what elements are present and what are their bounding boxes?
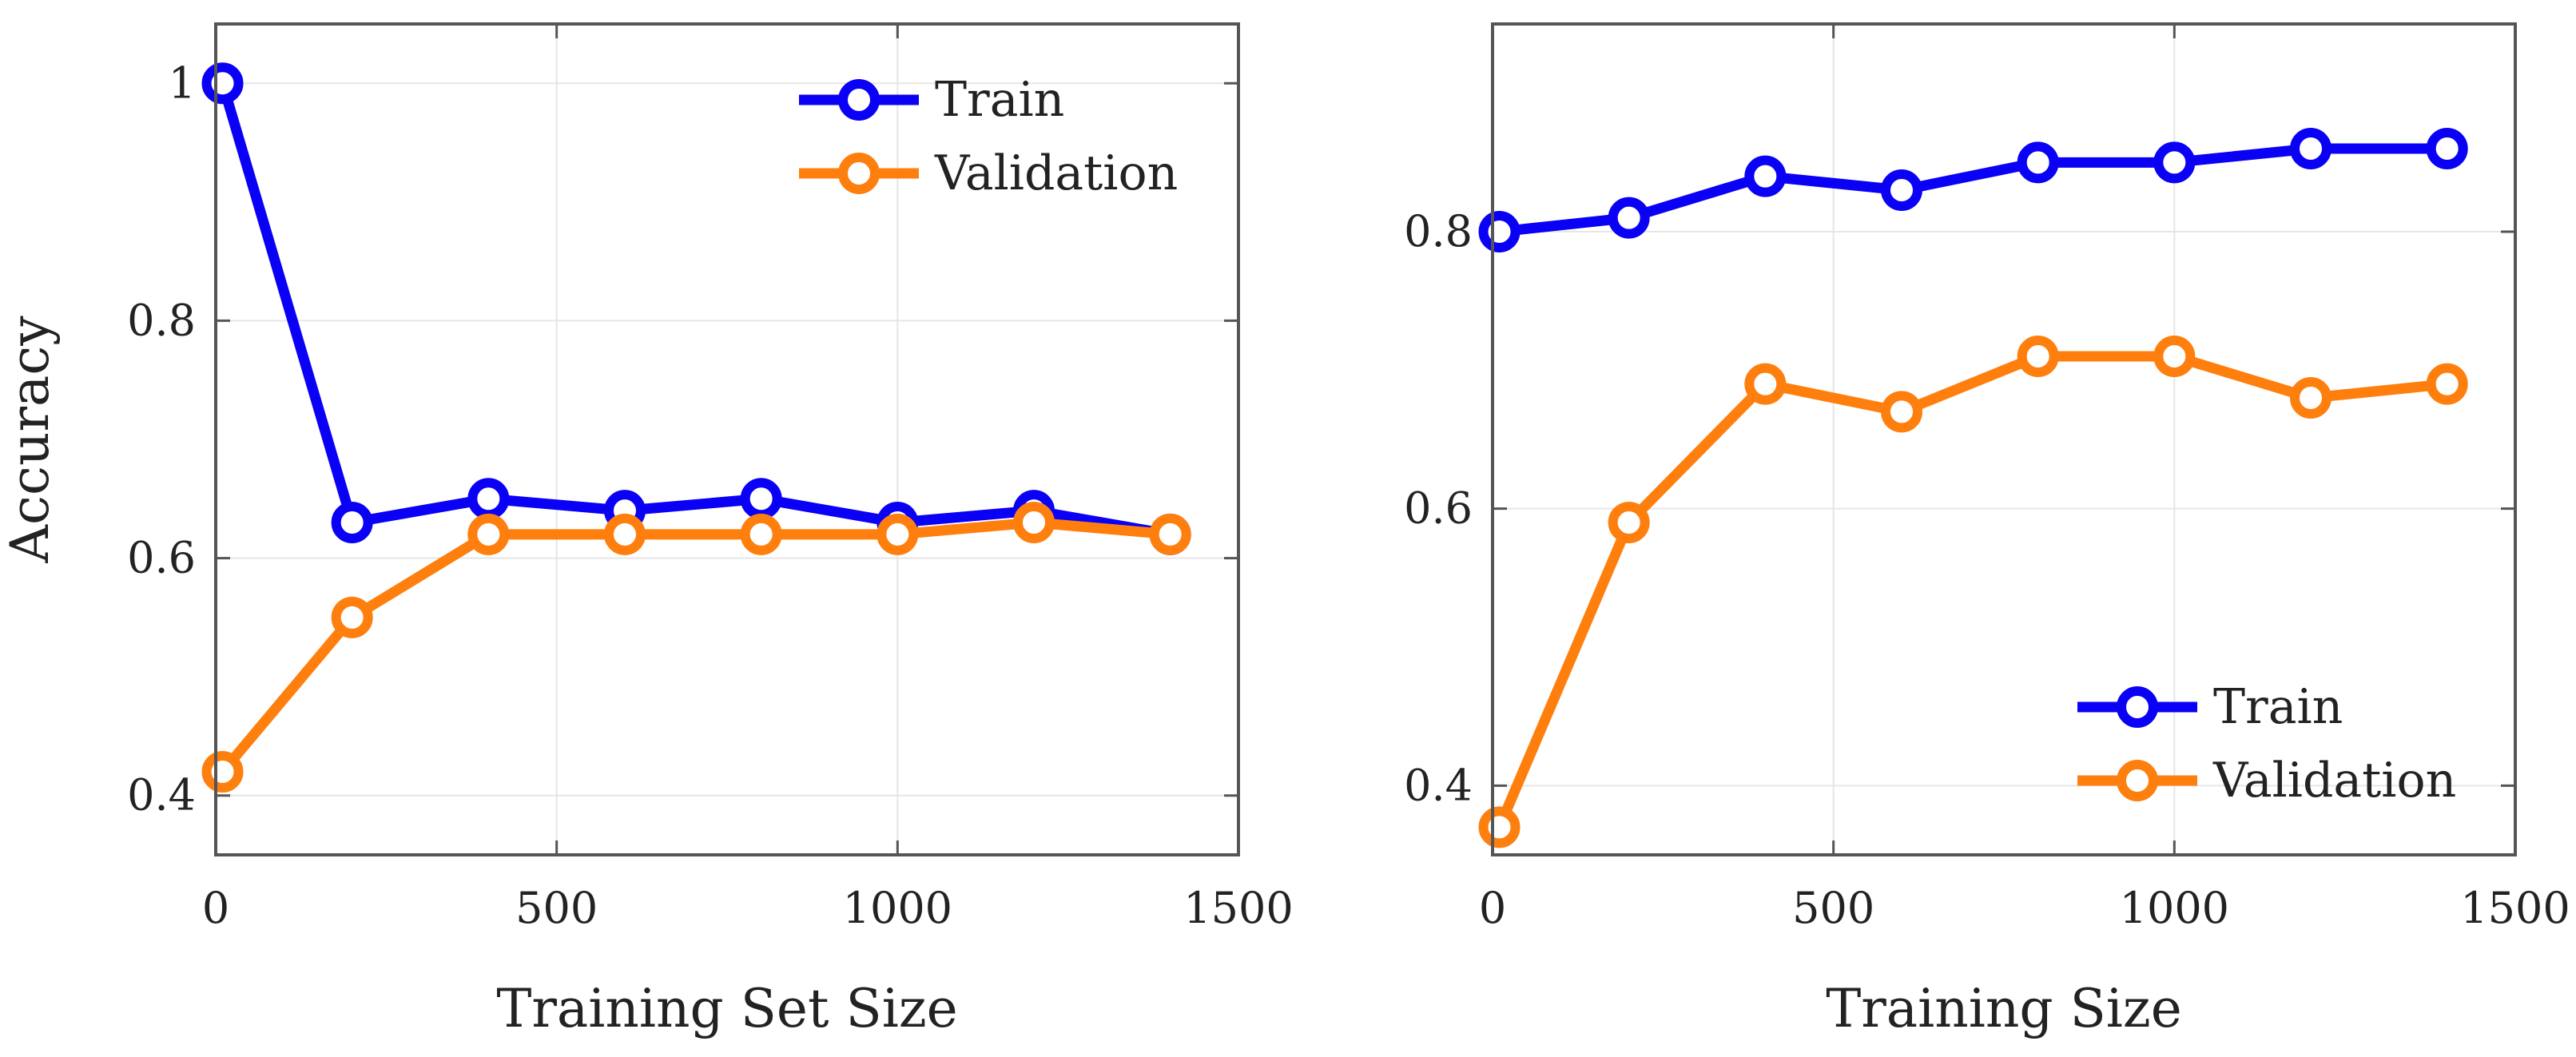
y-axis-title: Accuracy: [0, 316, 61, 564]
plot-frame: [1491, 22, 2517, 856]
validation-data-point: [2017, 336, 2059, 377]
validation-data-point: [1881, 391, 1922, 433]
train-data-point: [467, 478, 510, 520]
x-tick-label: 0: [202, 883, 229, 933]
validation-data-point: [1478, 806, 1521, 848]
legend-validation-label: Validation: [2212, 753, 2456, 809]
y-tick-label: 0.8: [1404, 206, 1473, 256]
x-tick-label: 1500: [1183, 883, 1293, 933]
validation-data-point: [740, 513, 782, 555]
validation-data-point: [467, 513, 510, 555]
validation-data-point: [2290, 377, 2332, 419]
legend-train-marker: [2117, 686, 2158, 728]
x-tick-label: 500: [515, 883, 598, 933]
train-data-point: [1478, 211, 1521, 252]
y-tick-label: 0.4: [1404, 760, 1473, 810]
validation-data-point: [2426, 363, 2468, 405]
train-data-point: [2290, 128, 2332, 169]
x-tick-label: 500: [1792, 883, 1874, 933]
x-tick-label: 1000: [843, 883, 952, 933]
train-data-point: [2017, 141, 2059, 184]
validation-data-point: [2153, 336, 2196, 377]
x-axis-title: Training Size: [1826, 978, 2182, 1039]
validation-data-point: [1149, 513, 1191, 555]
validation-series-line: [1494, 351, 2453, 832]
train-data-point: [2426, 128, 2468, 169]
validation-data-point: [201, 751, 244, 793]
validation-data-point: [877, 513, 919, 555]
train-data-point: [1744, 155, 1787, 197]
y-tick-label: 1: [169, 58, 196, 108]
train-series-line: [1494, 143, 2453, 237]
validation-data-point: [1013, 502, 1055, 543]
train-data-point: [201, 62, 244, 105]
train-data-point: [740, 478, 782, 520]
legend-validation-marker: [838, 153, 880, 194]
plot-frame: [214, 22, 1240, 856]
train-data-point: [331, 502, 373, 543]
x-tick-label: 1500: [2460, 883, 2570, 933]
x-axis-title: Training Set Size: [496, 978, 957, 1039]
validation-series-line: [217, 517, 1176, 777]
validation-data-point: [1744, 363, 1787, 405]
y-tick-label: 0.4: [127, 770, 196, 821]
y-tick-label: 0.6: [1404, 483, 1473, 534]
train-data-point: [2153, 141, 2196, 184]
x-tick-label: 0: [1479, 883, 1506, 933]
y-tick-label: 0.6: [127, 533, 196, 583]
y-tick-label: 0.8: [127, 295, 196, 345]
left-panel-train-vs-validation: 0 500 1000 1500 0.4 0.6 0.8 1 Training Set Size A…: [0, 22, 1294, 1039]
validation-data-point: [604, 513, 646, 555]
legend-train-marker: [838, 79, 880, 121]
train-data-point: [1608, 197, 1650, 239]
validation-data-point: [1608, 502, 1650, 543]
train-data-point: [1881, 169, 1922, 211]
train-series-line: [217, 77, 1176, 540]
legend-train-label: Train: [2213, 679, 2343, 735]
right-panel-train-vs-validation: 0 500 1000 1500 0.4 0.6 0.8 Training Size Train V…: [1404, 22, 2570, 1039]
legend-train-label: Train: [935, 72, 1064, 128]
validation-data-point: [331, 596, 373, 638]
legend-validation-label: Validation: [934, 145, 1178, 201]
x-tick-label: 1000: [2120, 883, 2229, 933]
legend-validation-marker: [2117, 760, 2158, 801]
